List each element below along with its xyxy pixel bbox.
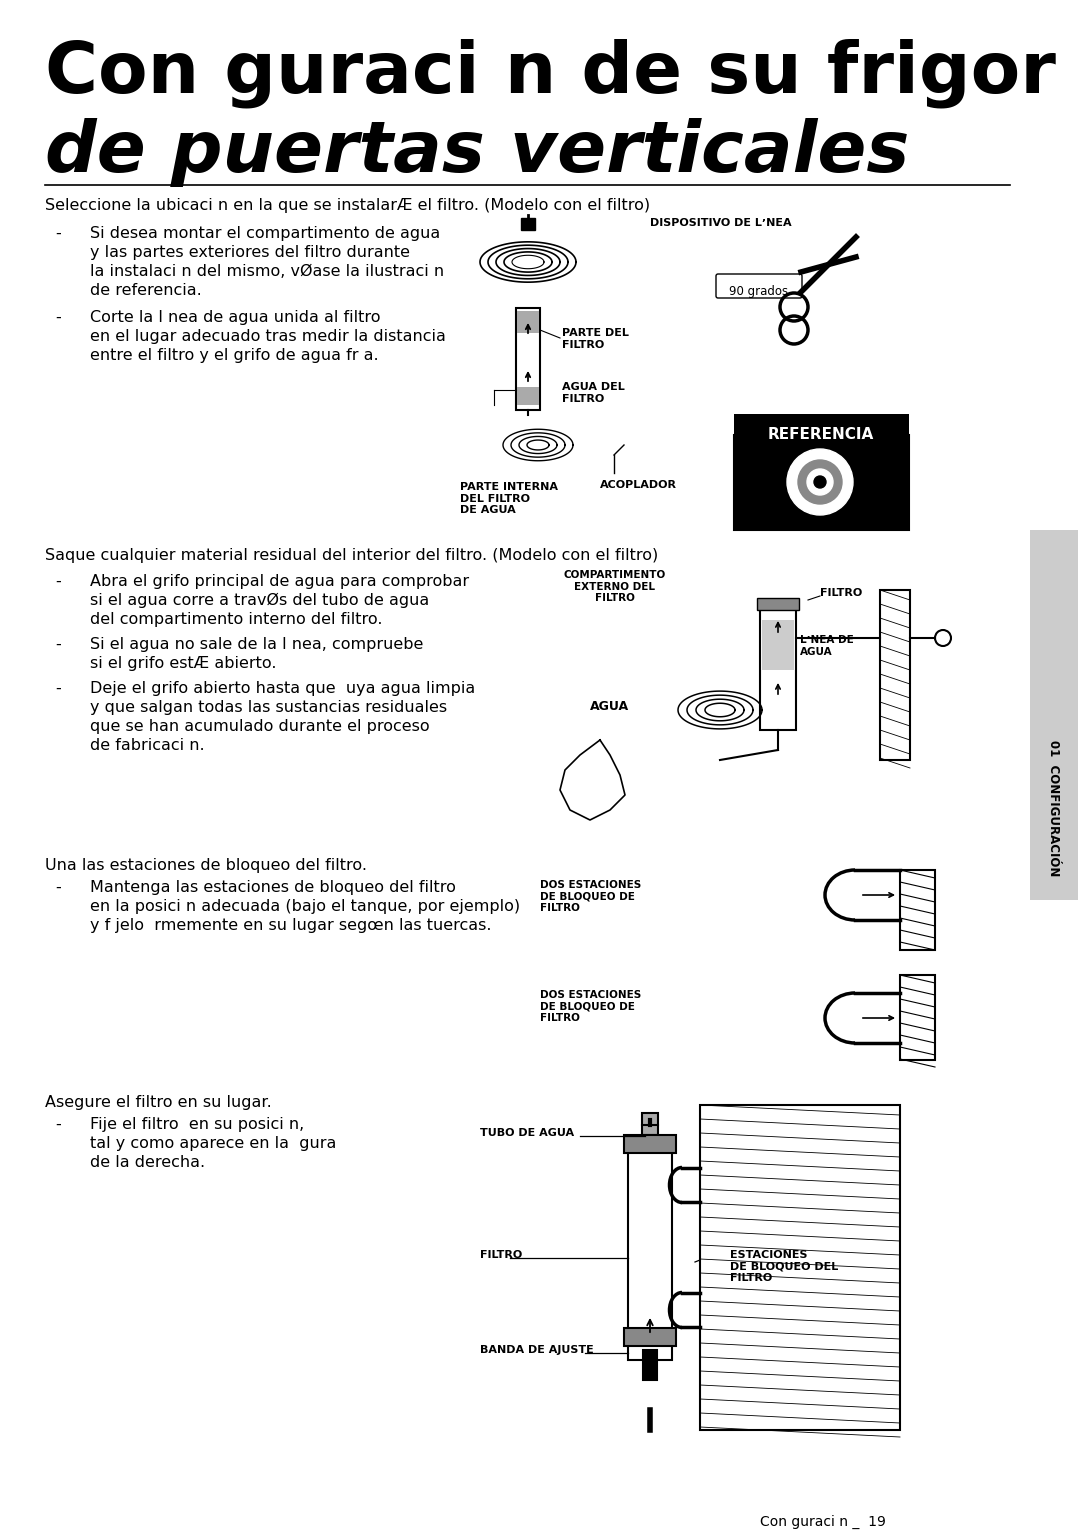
Text: -: - [55, 636, 60, 652]
Text: Abra el grifo principal de agua para comprobar: Abra el grifo principal de agua para com… [90, 574, 469, 589]
Text: de fabricaci n.: de fabricaci n. [90, 737, 204, 753]
Text: Asegure el filtro en su lugar.: Asegure el filtro en su lugar. [45, 1095, 272, 1109]
Circle shape [807, 470, 833, 496]
Text: Si el agua no sale de la l nea, compruebe: Si el agua no sale de la l nea, comprueb… [90, 636, 423, 652]
Text: Saque cualquier material residual del interior del filtro. (Modelo con el filtro: Saque cualquier material residual del in… [45, 548, 658, 563]
Text: BANDA DE AJUSTE: BANDA DE AJUSTE [480, 1345, 594, 1356]
Text: FILTRO: FILTRO [480, 1250, 523, 1261]
Text: Corte la l nea de agua unida al filtro: Corte la l nea de agua unida al filtro [90, 311, 380, 324]
Text: -: - [55, 311, 60, 324]
Bar [517, 311, 539, 334]
Circle shape [814, 476, 826, 488]
Bar [762, 620, 794, 670]
Text: en el lugar adecuado tras medir la distancia: en el lugar adecuado tras medir la dista… [90, 329, 446, 344]
Text: Una las estaciones de bloqueo del filtro.: Una las estaciones de bloqueo del filtro… [45, 858, 367, 874]
Text: si el grifo estÆ abierto.: si el grifo estÆ abierto. [90, 656, 276, 672]
Text: del compartimento interno del filtro.: del compartimento interno del filtro. [90, 612, 382, 627]
Bar [624, 1328, 676, 1346]
Bar [627, 1144, 672, 1360]
Text: Deje el grifo abierto hasta que  uya agua limpia: Deje el grifo abierto hasta que uya agua… [90, 681, 475, 696]
Polygon shape [561, 741, 625, 820]
Circle shape [798, 461, 842, 503]
Bar [700, 1105, 900, 1431]
Text: la instalaci n del mismo, vØase la ilustraci n: la instalaci n del mismo, vØase la ilust… [90, 265, 444, 278]
Text: y f jelo  rmemente en su lugar segœn las tuercas.: y f jelo rmemente en su lugar segœn las … [90, 918, 491, 933]
Text: y que salgan todas las sustancias residuales: y que salgan todas las sustancias residu… [90, 701, 447, 715]
Text: PARTE INTERNA
DEL FILTRO
DE AGUA: PARTE INTERNA DEL FILTRO DE AGUA [460, 482, 558, 516]
Bar [880, 591, 910, 760]
Text: ESTACIONES
DE BLOQUEO DEL
FILTRO: ESTACIONES DE BLOQUEO DEL FILTRO [730, 1250, 838, 1284]
Bar [734, 415, 909, 441]
Bar [734, 435, 909, 529]
Text: que se han acumulado durante el proceso: que se han acumulado durante el proceso [90, 719, 430, 734]
Text: de puertas verticales: de puertas verticales [45, 118, 909, 187]
Text: -: - [55, 681, 60, 696]
Text: PARTE DEL
FILTRO: PARTE DEL FILTRO [562, 327, 629, 349]
Text: -: - [55, 574, 60, 589]
Text: entre el filtro y el grifo de agua fr a.: entre el filtro y el grifo de agua fr a. [90, 347, 379, 363]
Bar [900, 975, 935, 1060]
Text: tal y como aparece en la  gura: tal y como aparece en la gura [90, 1135, 336, 1151]
Bar [624, 1135, 676, 1154]
Circle shape [787, 448, 853, 516]
Text: AGUA DEL
FILTRO: AGUA DEL FILTRO [562, 382, 624, 404]
Bar [1030, 529, 1078, 900]
Text: Con guraci n de su frigor  co: Con guraci n de su frigor co [45, 38, 1080, 107]
Text: COMPARTIMENTO
EXTERNO DEL
FILTRO: COMPARTIMENTO EXTERNO DEL FILTRO [564, 571, 666, 603]
FancyBboxPatch shape [716, 274, 802, 298]
Bar [642, 1112, 658, 1135]
Text: Fije el filtro  en su posici n,: Fije el filtro en su posici n, [90, 1117, 305, 1132]
Text: si el agua corre a travØs del tubo de agua: si el agua corre a travØs del tubo de ag… [90, 594, 429, 609]
Text: -: - [55, 226, 60, 242]
Bar [521, 217, 535, 230]
Text: en la posici n adecuada (bajo el tanque, por ejemplo): en la posici n adecuada (bajo el tanque,… [90, 900, 521, 913]
Bar [643, 1349, 657, 1380]
Text: TUBO DE AGUA: TUBO DE AGUA [480, 1128, 575, 1138]
Text: -: - [55, 880, 60, 895]
Text: REFERENCIA: REFERENCIA [768, 427, 874, 442]
Text: 01  CONFIGURACIÓN: 01 CONFIGURACIÓN [1048, 741, 1061, 877]
Bar [516, 308, 540, 410]
Text: DISPOSITIVO DE LʼNEA: DISPOSITIVO DE LʼNEA [650, 217, 792, 228]
Text: LʼNEA DE
AGUA: LʼNEA DE AGUA [800, 635, 854, 656]
Circle shape [935, 630, 951, 646]
Text: Mantenga las estaciones de bloqueo del filtro: Mantenga las estaciones de bloqueo del f… [90, 880, 456, 895]
Text: FILTRO: FILTRO [820, 588, 862, 598]
Text: Seleccione la ubicaci n en la que se instalarÆ el filtro. (Modelo con el filtro): Seleccione la ubicaci n en la que se ins… [45, 197, 650, 213]
Text: 90 grados: 90 grados [729, 285, 788, 298]
Text: AGUA: AGUA [590, 701, 630, 713]
Text: Si desea montar el compartimento de agua: Si desea montar el compartimento de agua [90, 226, 441, 242]
Text: de la derecha.: de la derecha. [90, 1155, 205, 1170]
Text: de referencia.: de referencia. [90, 283, 202, 298]
Text: y las partes exteriores del filtro durante: y las partes exteriores del filtro duran… [90, 245, 410, 260]
Bar [757, 598, 799, 610]
Text: -: - [55, 1117, 60, 1132]
Text: DOS ESTACIONES
DE BLOQUEO DE
FILTRO: DOS ESTACIONES DE BLOQUEO DE FILTRO [540, 880, 642, 913]
Bar [760, 600, 796, 730]
Bar [517, 387, 539, 405]
Text: DOS ESTACIONES
DE BLOQUEO DE
FILTRO: DOS ESTACIONES DE BLOQUEO DE FILTRO [540, 990, 642, 1024]
Text: ACOPLADOR: ACOPLADOR [600, 480, 677, 490]
Text: Con guraci n _  19: Con guraci n _ 19 [760, 1515, 886, 1528]
Bar [900, 871, 935, 950]
